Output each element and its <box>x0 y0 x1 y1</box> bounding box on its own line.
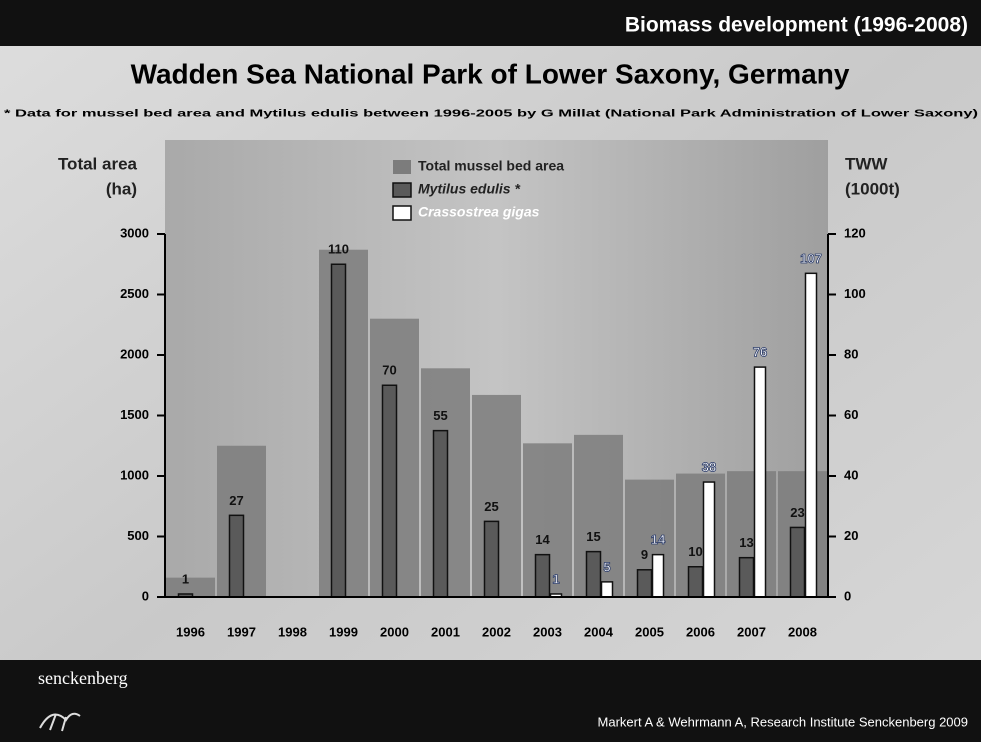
legend-label: Total mussel bed area <box>418 158 564 174</box>
y2-tick-label: 120 <box>844 225 866 240</box>
bar <box>600 581 614 598</box>
x-tick-label: 1996 <box>176 624 205 639</box>
subtitle: * Data for mussel bed area and Mytilus e… <box>4 109 978 120</box>
data-label: 27 <box>229 493 243 508</box>
x-tick-label: 1998 <box>278 624 307 639</box>
x-tick-label: 1999 <box>329 624 358 639</box>
bar <box>228 514 245 598</box>
y-axis-label: (ha) <box>106 179 137 198</box>
data-label: 23 <box>790 505 804 520</box>
bar <box>381 384 398 598</box>
data-label: 107 <box>800 251 822 266</box>
chart: 0 500 1000 1500 2000 2500 3000 0 20 40 60 80 100 120 1… <box>120 158 866 640</box>
data-label: 9 <box>641 547 648 562</box>
x-tick-label: 2003 <box>533 624 562 639</box>
x-tick-label: 2005 <box>635 624 664 639</box>
bar <box>738 556 755 598</box>
y-tick-label: 500 <box>127 528 149 543</box>
bar <box>330 263 347 598</box>
bar <box>651 553 665 598</box>
bar <box>687 566 704 598</box>
legend-swatch <box>392 182 412 198</box>
x-tick-label: 2002 <box>482 624 511 639</box>
data-label: 25 <box>484 499 498 514</box>
y-tick-label: 1500 <box>120 407 149 422</box>
data-label: 14 <box>535 532 550 547</box>
y-axis-label: Total area <box>58 154 138 173</box>
logo-text: senckenberg <box>38 668 128 688</box>
y2-tick-label: 20 <box>844 528 858 543</box>
data-label: 13 <box>739 535 753 550</box>
y2-axis-label: TWW <box>845 154 888 173</box>
y2-tick-label: 80 <box>844 346 858 361</box>
bar <box>432 429 449 598</box>
data-label: 1 <box>182 571 189 586</box>
banner-text: Biomass development (1996-2008) <box>625 14 968 37</box>
bar <box>789 526 806 598</box>
data-label: 38 <box>702 459 716 474</box>
y-tick-label: 1000 <box>120 467 149 482</box>
bar <box>534 553 551 598</box>
data-label: 14 <box>651 532 666 547</box>
legend-swatch <box>392 205 412 221</box>
data-label: 55 <box>433 408 447 423</box>
data-label: 15 <box>586 529 600 544</box>
y2-tick-label: 0 <box>844 588 851 603</box>
x-tick-label: 2008 <box>788 624 817 639</box>
y2-tick-label: 60 <box>844 407 858 422</box>
bar <box>585 550 602 598</box>
data-label: 70 <box>382 363 396 378</box>
y-tick-label: 3000 <box>120 225 149 240</box>
credit: Markert A & Wehrmann A, Research Institu… <box>598 714 968 729</box>
area-bar <box>166 577 215 597</box>
legend-label: Crassostrea gigas <box>418 204 540 220</box>
y-tick-label: 2000 <box>120 346 149 361</box>
data-label: 110 <box>328 242 349 257</box>
bar <box>753 366 767 598</box>
data-label: 1 <box>552 571 559 586</box>
banner <box>0 0 981 46</box>
x-tick-label: 2000 <box>380 624 409 639</box>
y2-axis-label: (1000t) <box>845 179 900 198</box>
data-label: 76 <box>753 345 767 360</box>
bar <box>483 520 500 598</box>
logo-icon <box>39 712 81 732</box>
y-tick-label: 0 <box>142 588 149 603</box>
data-label: 10 <box>688 544 702 559</box>
y2-tick-label: 100 <box>844 286 866 301</box>
y-tick-label: 2500 <box>120 286 149 301</box>
x-tick-label: 1997 <box>227 624 256 639</box>
bar <box>804 272 818 598</box>
legend-label: Mytilus edulis * <box>418 181 520 197</box>
x-tick-label: 2006 <box>686 624 715 639</box>
y2-tick-label: 40 <box>844 467 858 482</box>
legend-swatch <box>393 160 411 174</box>
bar <box>702 481 716 598</box>
chart-title: Wadden Sea National Park of Lower Saxony… <box>131 58 850 89</box>
x-tick-label: 2004 <box>584 624 614 639</box>
bar <box>636 569 653 598</box>
x-tick-label: 2007 <box>737 624 766 639</box>
data-label: 5 <box>603 559 610 574</box>
footer <box>0 660 981 742</box>
x-tick-label: 2001 <box>431 624 460 639</box>
